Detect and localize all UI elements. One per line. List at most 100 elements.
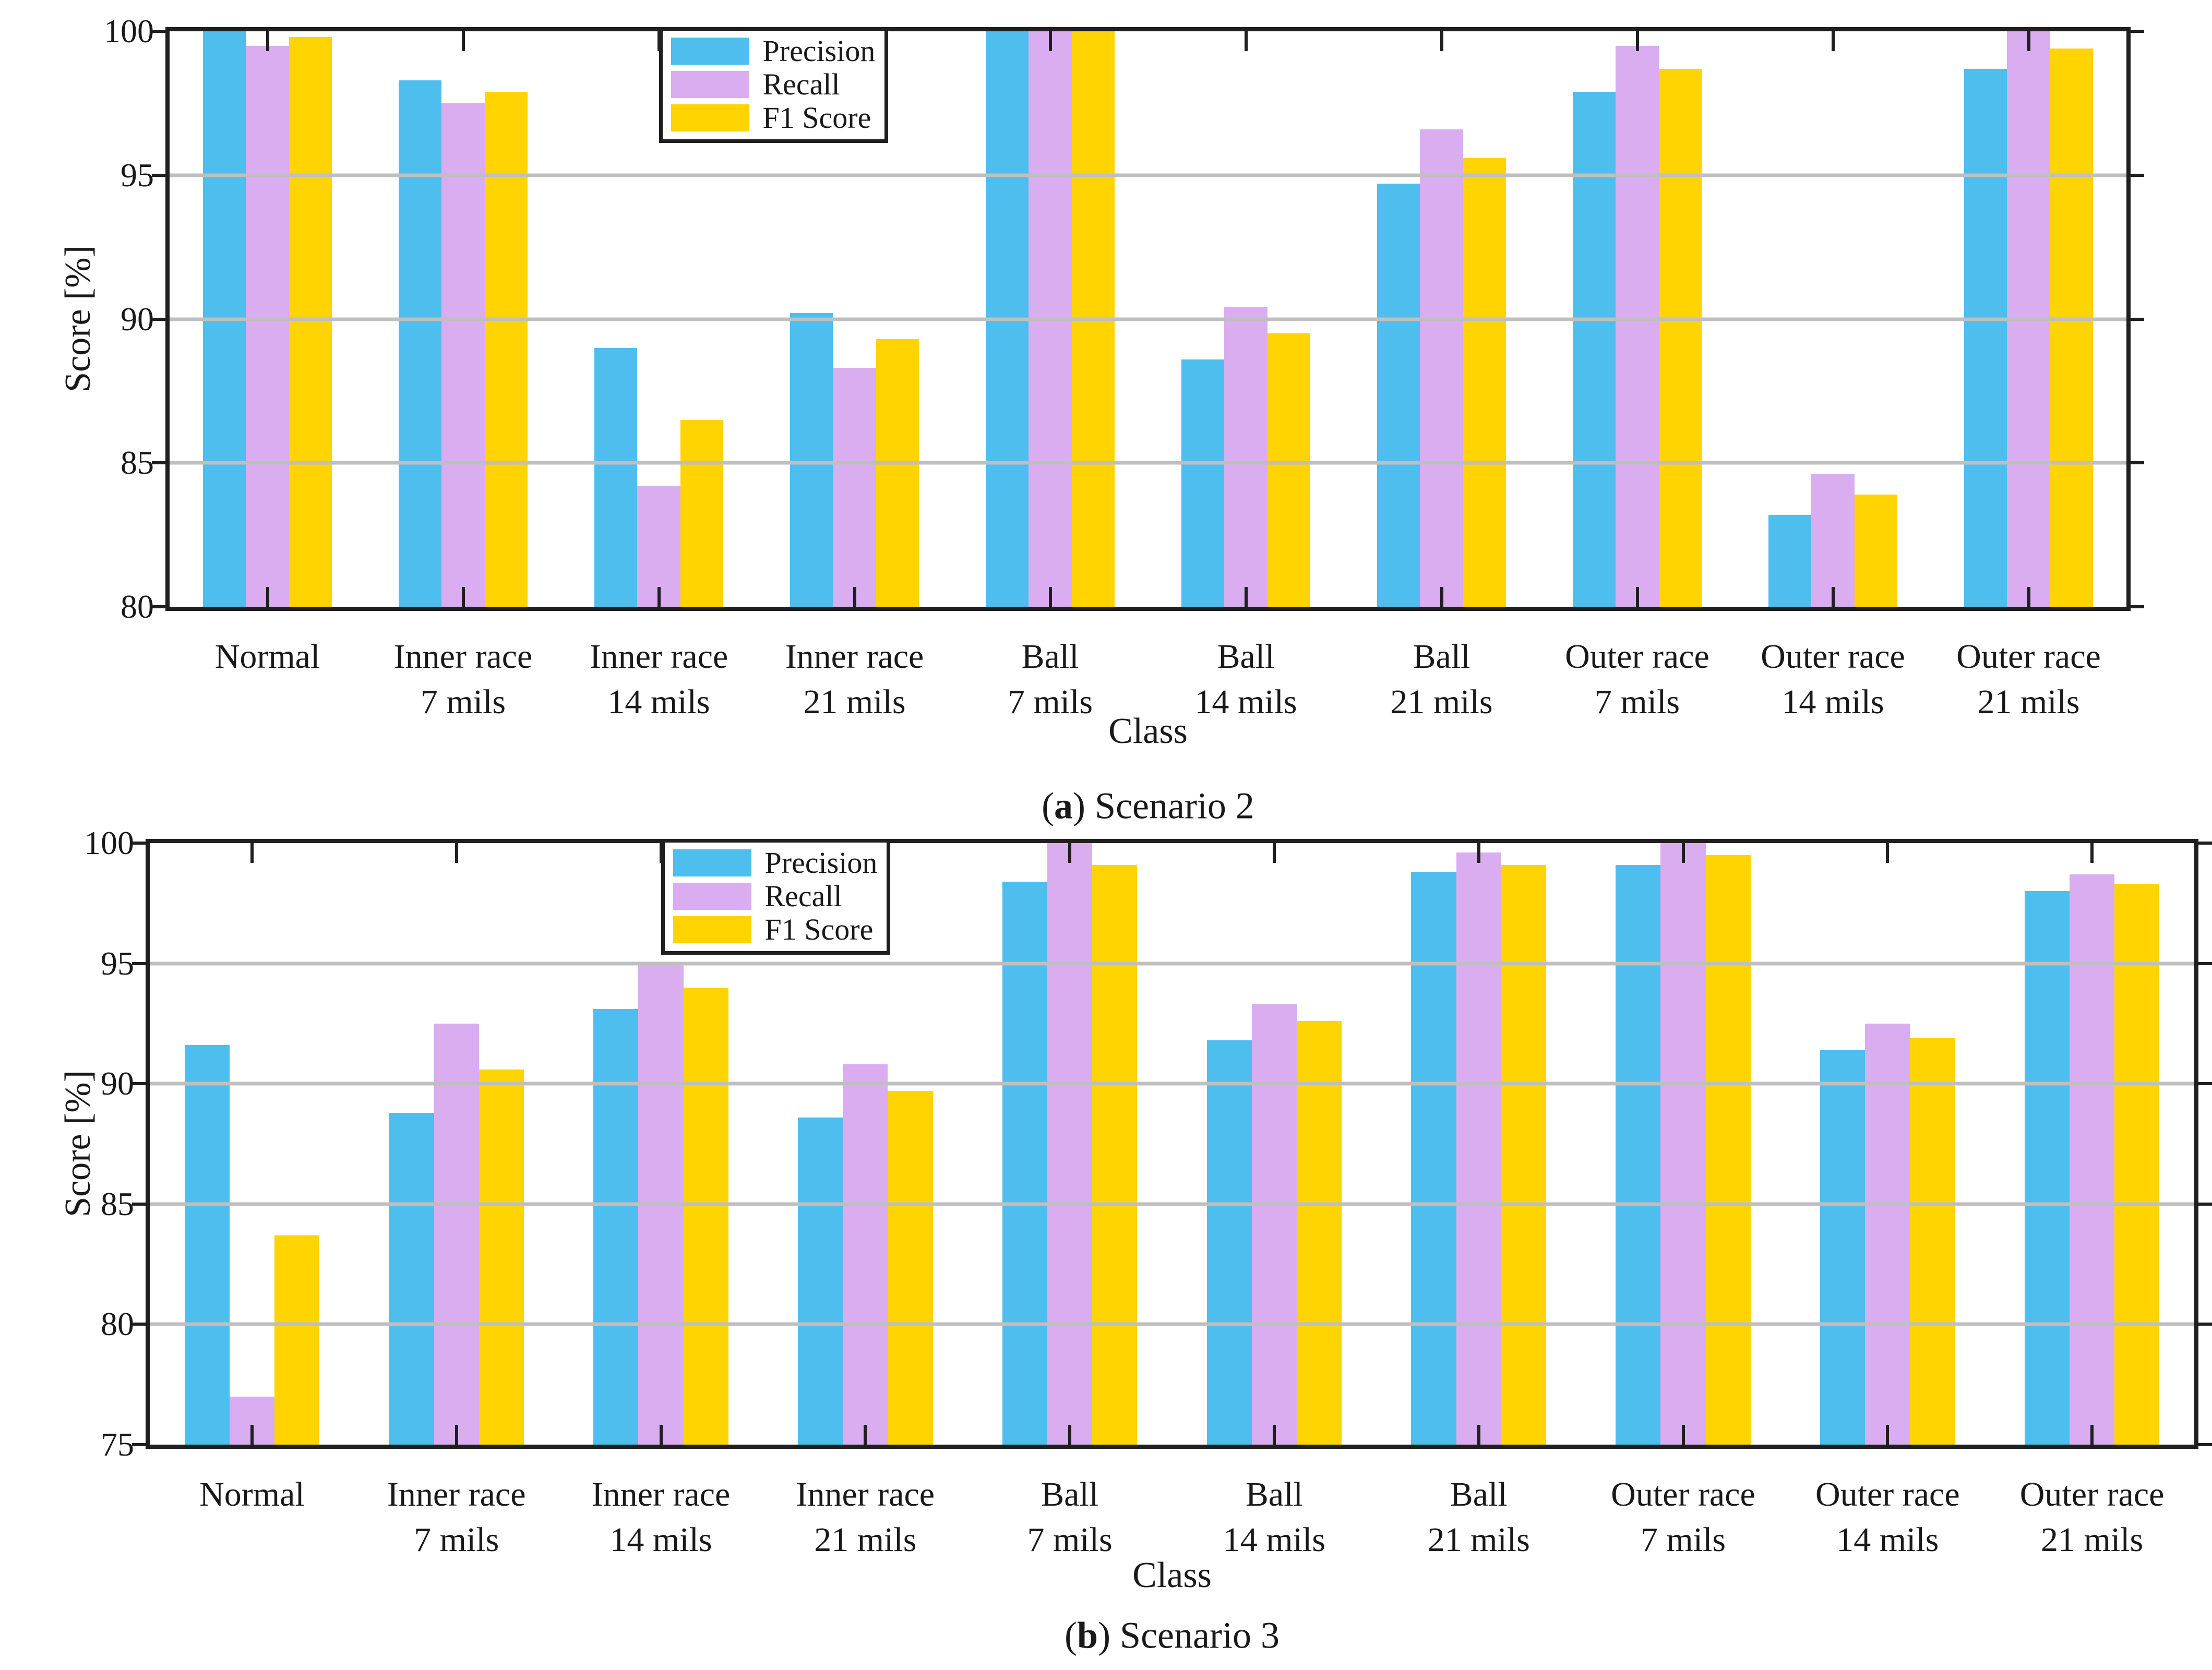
legend: Precision Recall F1 Score — [659, 27, 889, 143]
y-axis-label: Score [%] — [58, 1070, 98, 1217]
y-tick-label: 95 — [121, 156, 154, 194]
bar-group — [763, 843, 967, 1445]
x-tick — [1244, 587, 1248, 607]
bar-group — [559, 843, 763, 1445]
caption-letter: b — [1077, 1614, 1098, 1656]
bar-f1-score — [1463, 158, 1506, 607]
x-tick — [1886, 1425, 1890, 1445]
bar-group — [952, 31, 1148, 607]
caption-paren: ( — [1042, 785, 1055, 827]
y-tick — [132, 962, 146, 965]
bar-group — [1377, 843, 1581, 1445]
x-tick — [266, 31, 269, 51]
bar-precision — [202, 31, 246, 607]
bar-f1-score — [1092, 864, 1138, 1445]
bar-precision — [1002, 881, 1047, 1445]
bar-f1-score — [2114, 884, 2160, 1445]
bar-recall — [434, 1023, 479, 1445]
y-tick — [132, 1443, 146, 1446]
y-tick — [2198, 962, 2212, 965]
x-tick — [1440, 31, 1443, 51]
bar-recall — [1865, 1023, 1910, 1445]
bar-precision — [184, 1045, 230, 1445]
legend-item-recall: Recall — [673, 881, 878, 911]
x-tick — [659, 1425, 663, 1445]
bar-recall — [637, 486, 680, 607]
legend-item-recall: Recall — [671, 69, 876, 100]
bar-recall — [1029, 31, 1072, 607]
bar-recall — [1224, 307, 1268, 607]
x-tick — [1477, 1425, 1480, 1445]
bar-precision — [1206, 1040, 1252, 1445]
y-tick-label: 100 — [84, 824, 134, 861]
bar-precision — [1964, 68, 2007, 607]
bar-f1-score — [680, 419, 724, 607]
bar-recall — [229, 1396, 274, 1445]
x-axis-label: Class — [1132, 1555, 1212, 1595]
legend-item-f1-score: F1 Score — [671, 103, 876, 133]
x-tick-label: Inner race 14 mils — [591, 1475, 731, 1559]
x-tick — [657, 587, 661, 607]
x-tick — [1886, 843, 1890, 863]
bar-f1-score — [1501, 864, 1546, 1445]
x-tick-label: Ball 21 mils — [1390, 638, 1493, 722]
bar-recall — [1420, 129, 1463, 607]
x-tick — [1244, 31, 1248, 51]
subplot-caption-b: (b) Scenario 3 — [1065, 1614, 1280, 1657]
y-tick-label: 85 — [101, 1185, 134, 1222]
caption-text: Scenario 3 — [1120, 1614, 1280, 1656]
bar-f1-score — [683, 987, 728, 1445]
y-tick — [152, 173, 165, 177]
bar-group — [1785, 843, 1990, 1445]
bar-group — [1581, 843, 1786, 1445]
x-tick-label: Outer race 7 mils — [1611, 1475, 1755, 1559]
bar-recall — [1616, 45, 1659, 607]
y-tick — [2198, 1323, 2212, 1326]
bar-recall — [441, 103, 485, 607]
x-tick — [1068, 1425, 1072, 1445]
legend-label: Precision — [764, 846, 878, 880]
gridline-85 — [150, 1202, 2194, 1206]
recall-swatch — [671, 71, 749, 98]
legend-item-precision: Precision — [673, 846, 878, 880]
y-tick — [2131, 317, 2144, 321]
x-tick — [1068, 843, 1072, 863]
bar-f1-score — [1910, 1038, 1955, 1445]
x-tick-label: Ball 21 mils — [1427, 1475, 1530, 1559]
bar-recall — [1660, 843, 1706, 1445]
caption-letter: a — [1054, 785, 1073, 827]
bar-recall — [246, 45, 289, 607]
caption-paren: ) — [1073, 785, 1095, 827]
bar-group — [1990, 843, 2194, 1445]
x-tick — [1831, 587, 1835, 607]
bar-f1-score — [484, 91, 528, 607]
bar-group — [354, 843, 559, 1445]
gridline-85 — [170, 461, 2126, 465]
x-tick — [1681, 1425, 1685, 1445]
x-tick-label: Normal — [214, 638, 320, 676]
x-tick-label: Outer race 7 mils — [1565, 638, 1709, 722]
bar-precision — [2024, 891, 2070, 1445]
bar-f1-score — [289, 37, 332, 607]
bar-recall — [638, 963, 684, 1445]
plot-area-scenario-2: Precision Recall F1 Score 80 85 90 95 100 Nor… — [104, 15, 2144, 721]
y-tick — [2198, 1443, 2212, 1446]
x-tick — [1831, 31, 1835, 51]
x-tick-label: Ball 14 mils — [1223, 1475, 1325, 1559]
x-tick-label: Outer race 14 mils — [1761, 638, 1905, 722]
bar-group — [1539, 31, 1735, 607]
x-tick — [1635, 587, 1639, 607]
gridline-90 — [150, 1082, 2194, 1086]
y-axis-label: Score [%] — [58, 245, 98, 392]
x-tick — [864, 843, 867, 863]
bar-f1-score — [274, 1235, 320, 1445]
gridline-95 — [170, 173, 2126, 177]
x-tick — [250, 843, 254, 863]
x-tick-label: Outer race 21 mils — [1956, 638, 2101, 722]
bar-f1-score — [1296, 1021, 1342, 1445]
f1-score-swatch — [671, 104, 749, 131]
y-tick — [2131, 30, 2144, 33]
x-tick — [1048, 31, 1052, 51]
y-tick-label: 75 — [101, 1426, 134, 1463]
